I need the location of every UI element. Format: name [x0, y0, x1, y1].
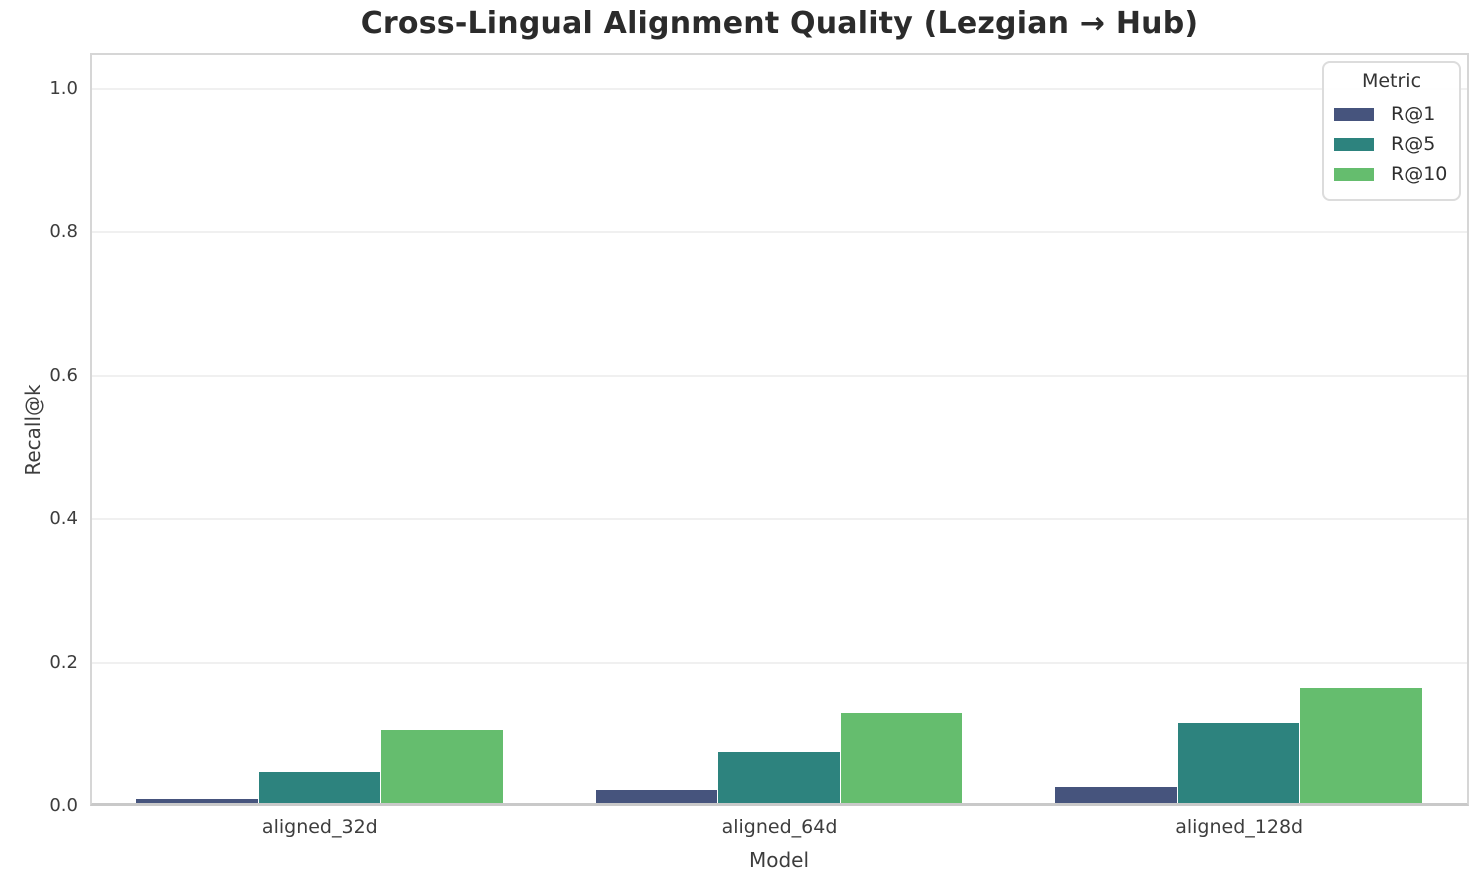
legend-entry: R@10 — [1334, 159, 1449, 189]
gridline — [90, 87, 1469, 90]
x-tick-label: aligned_32d — [261, 816, 378, 838]
gridline — [90, 518, 1469, 521]
legend-swatch-icon — [1334, 167, 1374, 181]
legend-entry: R@1 — [1334, 99, 1449, 129]
legend-entries: R@1 R@5 R@10 — [1334, 99, 1449, 189]
y-tick-label: 0.8 — [49, 221, 78, 243]
x-tick-label: aligned_64d — [721, 816, 838, 838]
y-tick-label: 1.0 — [49, 77, 78, 99]
bar-r5-aligned-32d — [258, 771, 381, 806]
bar-r10-aligned-32d — [381, 729, 503, 806]
legend-label: R@5 — [1391, 133, 1436, 155]
gridline — [90, 661, 1469, 664]
y-tick-label: 0.2 — [49, 651, 78, 673]
x-tick-label: aligned_128d — [1175, 816, 1304, 838]
bar-r5-aligned-64d — [718, 751, 840, 806]
bar-r1-aligned-128d — [1055, 787, 1177, 806]
legend-title: Metric — [1361, 70, 1422, 92]
bar-r10-aligned-64d — [840, 712, 963, 806]
chart-title: Cross-Lingual Alignment Quality (Lezgian… — [360, 6, 1199, 41]
y-tick-label: 0.0 — [49, 795, 78, 816]
legend-label: R@10 — [1391, 163, 1448, 185]
gridline — [90, 231, 1469, 234]
y-tick-label: 0.6 — [49, 364, 78, 386]
bar-r5-aligned-128d — [1177, 722, 1300, 806]
y-axis-label: Recall@k — [21, 384, 45, 476]
y-tick-label: 0.4 — [49, 508, 78, 530]
legend-swatch-icon — [1334, 137, 1374, 151]
plot-area: Metric R@1 R@5 R@10 — [90, 53, 1469, 806]
legend-entry: R@5 — [1334, 129, 1449, 159]
legend-swatch-icon — [1334, 107, 1374, 121]
bar-r10-aligned-128d — [1300, 687, 1423, 806]
gridline — [90, 374, 1469, 377]
legend: Metric R@1 R@5 R@10 — [1322, 61, 1461, 201]
x-axis-label: Model — [748, 848, 810, 872]
bar-r1-aligned-64d — [595, 789, 718, 806]
bar-r1-aligned-32d — [135, 798, 258, 806]
legend-label: R@1 — [1391, 103, 1436, 125]
axes-spines — [90, 53, 1469, 806]
